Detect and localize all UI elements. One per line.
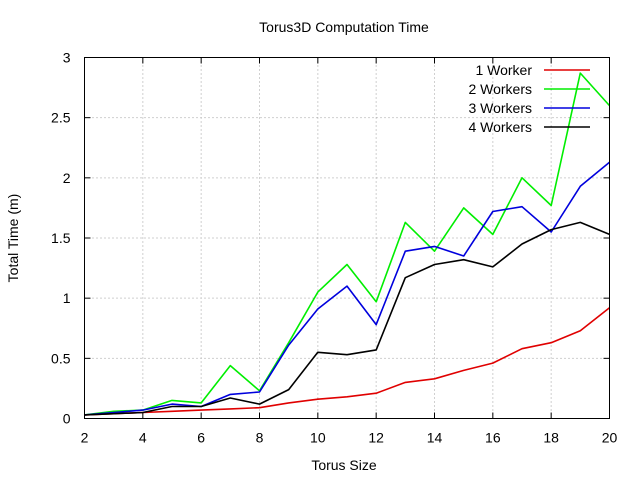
- axis-ticks: 2 4 6 8 10 12 14 16 18 20 0 0.5 1 1.5 2 2.5 3: [51, 50, 617, 446]
- x-tick-label: 4: [139, 430, 147, 446]
- series-line-3: [84, 161, 611, 416]
- y-axis-label: Total Time (m): [5, 194, 21, 283]
- x-tick-label: 12: [368, 430, 384, 446]
- y-tick-label: 3: [63, 50, 71, 66]
- y-tick-label: 2.5: [51, 110, 71, 126]
- series-line-1: [84, 307, 610, 416]
- grid: [84, 57, 610, 419]
- x-tick-label: 10: [310, 430, 326, 446]
- series-layer: [84, 72, 611, 416]
- x-tick-label: 20: [602, 430, 618, 446]
- legend-label: 2 Workers: [468, 81, 532, 97]
- series-line-2: [84, 72, 611, 416]
- x-tick-label: 6: [197, 430, 205, 446]
- x-tick-label: 2: [81, 430, 89, 446]
- y-tick-label: 0: [63, 411, 71, 427]
- legend-label: 1 Worker: [475, 62, 532, 78]
- x-tick-label: 16: [485, 430, 501, 446]
- series-line-4: [84, 221, 610, 416]
- y-tick-label: 1: [63, 290, 71, 306]
- legend-label: 4 Workers: [468, 119, 532, 135]
- y-tick-label: 0.5: [51, 350, 71, 366]
- chart-title: Torus3D Computation Time: [259, 19, 429, 35]
- x-tick-label: 14: [427, 430, 443, 446]
- x-axis-label: Torus Size: [311, 457, 377, 473]
- legend: 1 Worker 2 Workers 3 Workers 4 Workers: [468, 62, 590, 135]
- y-tick-label: 1.5: [51, 230, 71, 246]
- x-tick-label: 8: [256, 430, 264, 446]
- y-tick-label: 2: [63, 170, 71, 186]
- x-tick-label: 18: [543, 430, 559, 446]
- legend-label: 3 Workers: [468, 100, 532, 116]
